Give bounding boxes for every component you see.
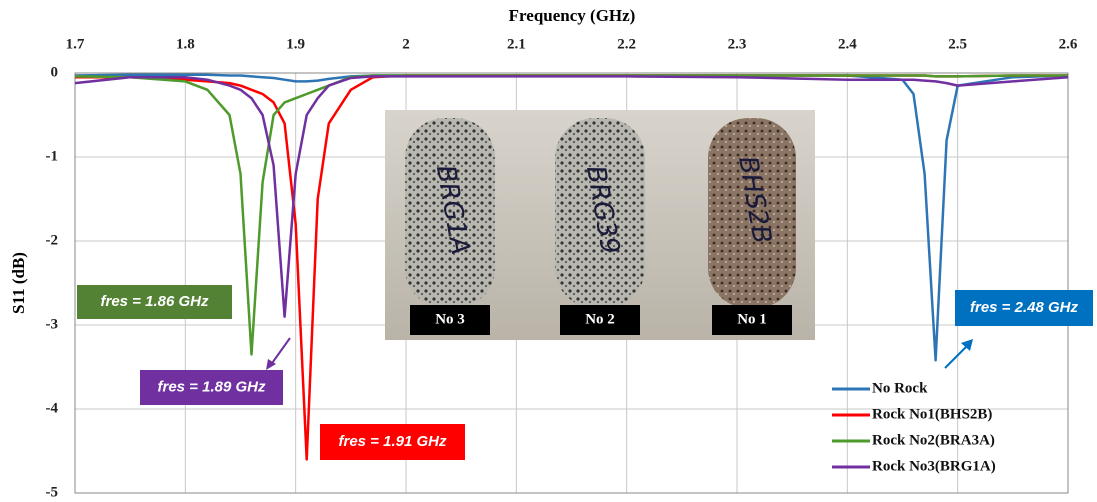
- annotation: fres = 1.91 GHz: [339, 433, 447, 450]
- x-tick-label: 1.8: [176, 36, 195, 52]
- y-tick-label: -2: [46, 232, 59, 248]
- annotation: fres = 1.89 GHz: [158, 378, 266, 395]
- photo-label-box: [560, 305, 640, 335]
- arrow-head: [961, 339, 973, 351]
- arrow-head: [266, 359, 276, 370]
- annotation-box: [140, 370, 283, 405]
- legend-label: Rock No2(BRA3A): [872, 432, 995, 448]
- y-tick-label: -4: [46, 400, 59, 416]
- x-tick-label: 2: [402, 36, 410, 52]
- series-line: [74, 75, 1069, 318]
- x-tick-label: 2.5: [948, 36, 967, 52]
- y-tick-label: -3: [46, 316, 59, 332]
- annotation: fres = 1.86 GHz: [101, 293, 209, 310]
- photo-label-box: [410, 305, 490, 335]
- arrow: [269, 337, 291, 367]
- plot-border: [74, 72, 1069, 494]
- x-tick-label: 1.7: [66, 36, 85, 52]
- annotation-box: [320, 424, 465, 460]
- x-tick-label: 2.1: [507, 36, 526, 52]
- annotation: fres = 2.48 GHz: [970, 299, 1078, 316]
- legend-label: Rock No3(BRG1A): [872, 458, 996, 474]
- y-tick-label: -5: [46, 484, 59, 500]
- photo-label: No 1: [737, 311, 767, 327]
- x-tick-label: 2.6: [1059, 36, 1078, 52]
- x-tick-label: 1.9: [286, 36, 305, 52]
- annotation-box: [955, 290, 1093, 326]
- y-tick-label: -1: [46, 148, 59, 164]
- x-axis-title: Frequency (GHz): [509, 6, 636, 25]
- photo-label: No 3: [435, 311, 465, 327]
- photo-label-box: [712, 305, 792, 335]
- y-tick-label: 0: [51, 64, 59, 80]
- plot-area: fres = 1.86 GHz fres = 1.89 GHz fres = 1.9…: [74, 73, 1093, 474]
- photo-label: No 2: [585, 311, 615, 327]
- arrow: [944, 344, 969, 369]
- legend-label: No Rock: [872, 380, 928, 396]
- y-axis-title: S11 (dB): [9, 252, 28, 314]
- x-tick-label: 2.2: [617, 36, 636, 52]
- legend-label: Rock No1(BHS2B): [872, 406, 992, 422]
- x-tick-label: 2.3: [728, 36, 747, 52]
- annotation-box: [77, 285, 232, 319]
- x-tick-label: 2.4: [838, 36, 857, 52]
